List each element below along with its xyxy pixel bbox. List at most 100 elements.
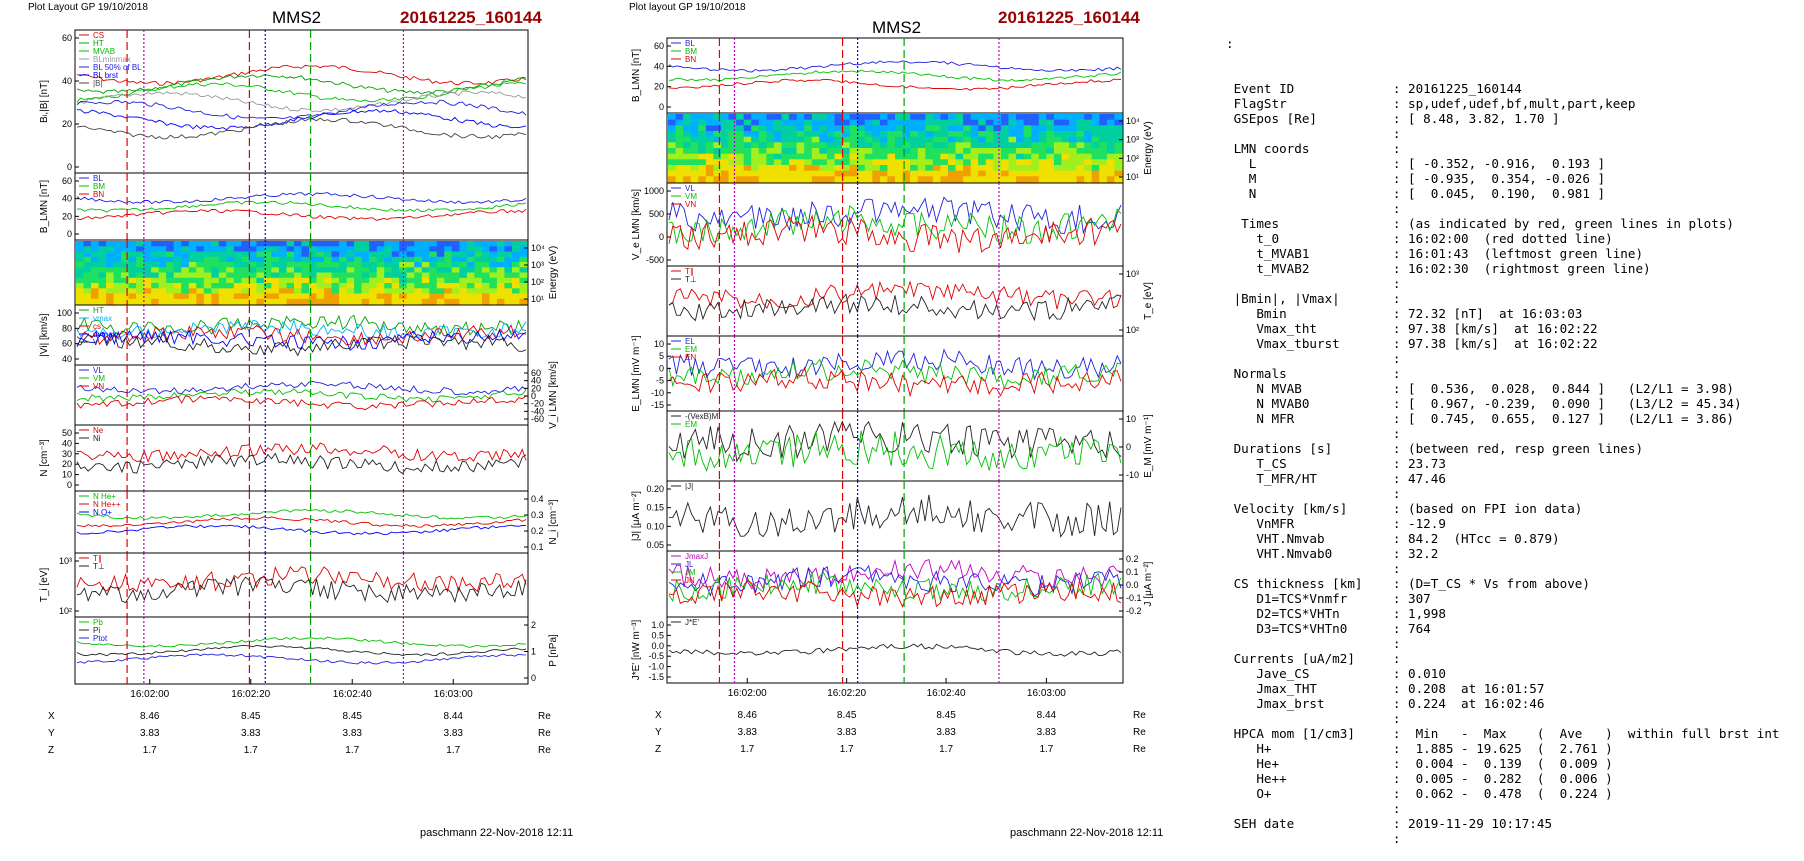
info-line: Vmax_tburst : 97.38 [km/s] at 16:02:22 <box>1226 336 1804 351</box>
y-tick-label: 5 <box>659 351 664 361</box>
ephem-value: 1.7 <box>244 745 258 756</box>
y-tick-label: 40 <box>654 61 664 71</box>
info-label: HPCA mom [1/cm3] <box>1226 726 1393 741</box>
info-label: L <box>1226 156 1393 171</box>
info-value: 16:02:00 (red dotted line) <box>1407 231 1613 246</box>
legend-entry: VN <box>685 200 696 209</box>
info-label: T_MFR/HT <box>1226 471 1393 486</box>
info-separator: : <box>1392 126 1408 141</box>
info-value: (as indicated by red, green lines in plo… <box>1407 216 1735 231</box>
info-label: Event ID <box>1226 81 1393 96</box>
info-line: |Bmin|, |Vmax| : <box>1226 291 1804 306</box>
y-tick-label: 0 <box>67 229 72 239</box>
trace-2 <box>76 388 527 403</box>
info-separator: : <box>1392 321 1408 336</box>
y-axis-label: |J| [μA m⁻²] <box>631 491 642 541</box>
legend-entry: EM <box>685 345 697 354</box>
time-tick-label: 16:02:40 <box>927 688 966 699</box>
info-value: [ 0.536, 0.028, 0.844 ] (L2/L1 = 3.98) <box>1407 381 1735 396</box>
info-separator: : <box>1392 636 1408 651</box>
right-tick-label: 0.4 <box>531 494 544 504</box>
left-ephemeris-table: X 8.46 8.45 8.45 8.44 Re Y 3.83 3.83 3.83 3.83 Re Z 1… <box>48 711 551 756</box>
info-separator: : <box>1392 681 1408 696</box>
info-line: N MVAB0 : [ 0.967, -0.239, 0.090 ] (L3/L… <box>1226 396 1804 411</box>
info-value: 0.062 - 0.478 ( 0.224 ) <box>1407 786 1613 801</box>
info-value: [ -0.352, -0.916, 0.193 ] <box>1407 156 1606 171</box>
info-line: VnMFR : -12.9 <box>1226 516 1804 531</box>
info-label: SEH date <box>1226 816 1393 831</box>
ephem-value: 3.83 <box>140 728 160 739</box>
ephem-unit: Re <box>538 745 551 756</box>
info-label <box>1226 831 1393 846</box>
time-tick-label: 16:02:20 <box>827 688 866 699</box>
legend-entry: VN <box>93 382 104 391</box>
info-value: [ 0.967, -0.239, 0.090 ] (L3/L2 = 45.34) <box>1407 396 1742 411</box>
trace-2 <box>76 200 527 213</box>
right-axis-label: Energy (eV) <box>1143 121 1154 174</box>
legend-entry: cs <box>93 322 101 331</box>
ephem-value: 1.7 <box>446 745 460 756</box>
info-value: [ 0.045, 0.190, 0.981 ] <box>1407 186 1606 201</box>
right-tick-label: 10³ <box>1126 269 1139 279</box>
legend-entry: Ni <box>93 434 101 443</box>
info-line: : <box>1226 636 1804 651</box>
info-value: 1.885 - 19.625 ( 2.761 ) <box>1407 741 1613 756</box>
info-separator: : <box>1392 456 1408 471</box>
info-line: H+ : 1.885 - 19.625 ( 2.761 ) <box>1226 741 1804 756</box>
ephem-value: 1.7 <box>840 744 854 755</box>
y-tick-label: 10³ <box>59 556 72 566</box>
info-label: N <box>1226 186 1393 201</box>
info-label: N MVAB0 <box>1226 396 1393 411</box>
y-tick-label: 100 <box>57 308 72 318</box>
info-line: VHT.Nmvab : 84.2 (HTcc = 0.879) <box>1226 531 1804 546</box>
y-tick-label: 20 <box>62 211 72 221</box>
info-line: T_MFR/HT : 47.46 <box>1226 471 1804 486</box>
right-tick-label: 0.1 <box>1126 567 1139 577</box>
time-tick-label: 16:03:00 <box>434 689 473 700</box>
info-line: GSEpos [Re] : [ 8.48, 3.82, 1.70 ] <box>1226 111 1804 126</box>
legend-entry: BN <box>93 190 104 199</box>
info-label: Normals <box>1226 366 1393 381</box>
trace-1 <box>668 348 1122 381</box>
legend-entry: dvmax <box>93 330 117 339</box>
right-tick-label: 2 <box>531 620 536 630</box>
info-label: D3=TCS*VHTn0 <box>1226 621 1393 636</box>
info-label <box>1226 636 1393 651</box>
info-value: sp,udef,udef,bf,mult,part,keep <box>1407 96 1636 111</box>
y-tick-label: 0.0 <box>651 641 664 651</box>
right-tick-label: 10¹ <box>1126 172 1139 182</box>
info-line: Durations [s] : (between red, resp green… <box>1226 441 1804 456</box>
ephem-unit: Re <box>538 711 551 722</box>
info-separator: : <box>1392 81 1408 96</box>
info-line: T_CS : 23.73 <box>1226 456 1804 471</box>
info-label: D1=TCS*Vnmfr <box>1226 591 1393 606</box>
trace-3 <box>668 78 1122 91</box>
info-value: 47.46 <box>1407 471 1446 486</box>
info-label: N MVAB <box>1226 381 1393 396</box>
info-separator: : <box>1392 396 1408 411</box>
right-tick-label: 10⁴ <box>1126 116 1140 126</box>
info-line: t_0 : 16:02:00 (red dotted line) <box>1226 231 1804 246</box>
right-tick-label: 10³ <box>1126 135 1139 145</box>
trace-3 <box>76 395 527 411</box>
info-line: SEH date : 2019-11-29 10:17:45 <box>1226 816 1804 831</box>
trace-3 <box>76 653 527 665</box>
legend-entry: JmaxJ <box>685 552 708 561</box>
right-tick-label: 0.0 <box>1126 580 1139 590</box>
info-line: LMN coords : <box>1226 141 1804 156</box>
info-label <box>1226 561 1393 576</box>
info-separator: : <box>1392 591 1408 606</box>
legend-entry: BL brst <box>93 71 119 80</box>
right-tick-label: 0.2 <box>1126 554 1139 564</box>
event-info-panel: : Event ID : 20161225_160144 FlagStr : s… <box>1226 6 1804 846</box>
info-value: 23.73 <box>1407 456 1446 471</box>
y-tick-label: 40 <box>62 76 72 86</box>
info-label <box>1226 711 1393 726</box>
right-tick-label: 40 <box>531 376 541 386</box>
info-separator: : <box>1392 531 1408 546</box>
trace-2 <box>668 69 1122 82</box>
mid-event-label: 20161225_160144 <box>998 8 1140 27</box>
